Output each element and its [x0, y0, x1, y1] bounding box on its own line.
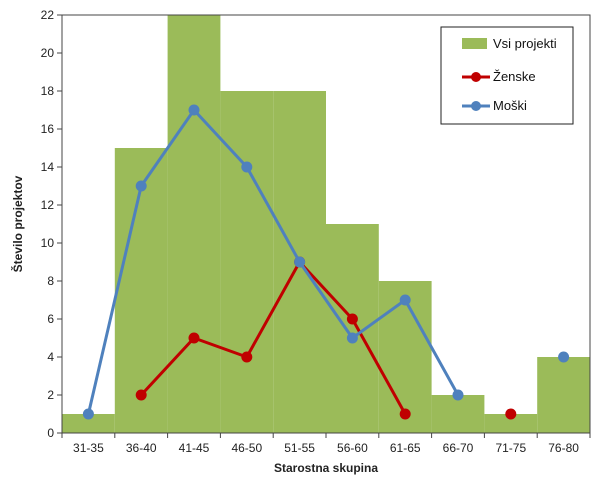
x-tick-label: 36-40 [126, 441, 157, 455]
bar-56-60 [326, 224, 379, 433]
point-moski-66-70 [452, 389, 464, 401]
point-zenske-61-65 [399, 408, 411, 420]
lines-layer [82, 104, 570, 420]
bar-76-80 [537, 357, 590, 433]
bar-31-35 [62, 414, 115, 433]
y-tick-label: 8 [47, 274, 54, 288]
x-tick-label: 61-65 [390, 441, 421, 455]
x-tick-label: 66-70 [443, 441, 474, 455]
x-tick-label: 56-60 [337, 441, 368, 455]
y-tick-label: 6 [47, 312, 54, 326]
bars-layer [62, 15, 590, 433]
series-line-zenske [140, 260, 407, 415]
point-zenske-46-50 [241, 351, 253, 363]
point-zenske-56-60 [346, 313, 358, 325]
legend-label-vsi-projekti: Vsi projekti [493, 36, 557, 51]
point-moski-76-80 [558, 351, 570, 363]
y-tick-label: 2 [47, 388, 54, 402]
point-moski-31-35 [82, 408, 94, 420]
point-moski-51-55 [294, 256, 306, 268]
bar-36-40 [114, 148, 168, 433]
y-tick-label: 14 [41, 160, 55, 174]
x-tick-label: 51-55 [284, 441, 315, 455]
y-tick-label: 22 [41, 8, 55, 22]
point-moski-36-40 [135, 180, 147, 192]
legend-swatch-vsi-projekti [462, 38, 487, 49]
series-line-moski [86, 108, 460, 415]
bar-66-70 [431, 395, 485, 433]
y-axis-title: Število projektov [10, 175, 25, 272]
bar-61-65 [378, 281, 432, 433]
point-moski-41-45 [188, 104, 200, 116]
point-zenske-41-45 [188, 332, 200, 344]
point-zenske-36-40 [135, 389, 147, 401]
x-tick-label: 41-45 [179, 441, 210, 455]
point-zenske-71-75 [505, 408, 517, 420]
point-moski-56-60 [346, 332, 358, 344]
x-axis-title: Starostna skupina [274, 461, 378, 475]
legend: Vsi projekti Ženske Moški [440, 26, 574, 125]
y-tick-label: 10 [41, 236, 55, 250]
point-moski-61-65 [399, 294, 411, 306]
y-tick-label: 4 [47, 350, 54, 364]
x-tick-label: 71-75 [495, 441, 526, 455]
legend-label-moski: Moški [493, 98, 527, 113]
x-tick-label: 31-35 [73, 441, 104, 455]
x-axis: 31-35 36-40 41-45 46-50 51-55 56-60 61-65 66-70… [61, 433, 591, 455]
x-tick-label: 76-80 [548, 441, 579, 455]
legend-marker-zenske [471, 72, 481, 82]
y-axis: 0 2 4 6 8 10 12 14 16 18 20 22 [41, 8, 62, 440]
legend-label-zenske: Ženske [493, 69, 536, 84]
bar-41-45 [167, 15, 221, 433]
y-tick-label: 16 [41, 122, 55, 136]
point-moski-46-50 [241, 161, 253, 173]
y-tick-label: 18 [41, 84, 55, 98]
bar-46-50 [220, 91, 274, 433]
x-tick-label: 46-50 [231, 441, 262, 455]
y-tick-label: 0 [47, 426, 54, 440]
bar-71-75 [484, 414, 538, 433]
legend-marker-moski [471, 101, 481, 111]
y-tick-label: 20 [41, 46, 55, 60]
y-tick-label: 12 [41, 198, 55, 212]
